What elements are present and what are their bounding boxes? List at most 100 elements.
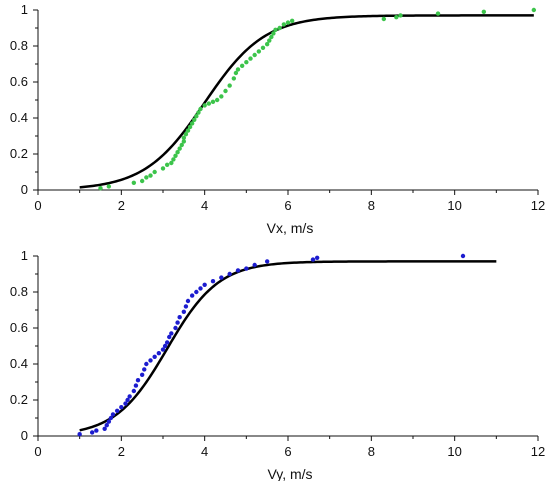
data-point: [119, 405, 124, 410]
data-point: [123, 401, 128, 406]
data-point: [108, 415, 114, 421]
data-point: [256, 49, 262, 54]
data-point: [152, 169, 157, 175]
data-point: [273, 27, 278, 32]
x-tick-label: 0: [34, 444, 41, 459]
data-point: [164, 162, 170, 167]
data-point: [244, 266, 249, 271]
x-axis-label: Vx, m/s: [267, 220, 314, 236]
data-point: [264, 259, 270, 264]
x-tick-label: 6: [284, 198, 291, 213]
data-point: [148, 358, 153, 363]
y-tick-label: 0.2: [10, 392, 28, 407]
x-tick-label: 4: [201, 444, 208, 459]
data-point: [148, 173, 153, 178]
data-point: [142, 367, 147, 372]
data-point: [127, 394, 132, 399]
data-point: [177, 315, 182, 320]
data-point: [214, 97, 220, 103]
data-point: [169, 331, 174, 336]
y-tick-label: 0.6: [10, 74, 28, 89]
data-point: [481, 9, 487, 14]
data-point: [183, 132, 189, 137]
data-point: [194, 289, 199, 295]
data-point: [102, 426, 107, 431]
y-tick-label: 0: [21, 428, 28, 443]
data-point: [133, 383, 139, 388]
data-point: [164, 340, 170, 345]
x-axis-label: Vy, m/s: [267, 466, 312, 481]
x-tick-label: 12: [531, 444, 545, 459]
data-point: [460, 253, 466, 259]
data-point: [160, 347, 166, 352]
data-point: [177, 146, 182, 151]
data-point: [139, 372, 145, 377]
data-point: [189, 293, 195, 298]
data-point: [125, 397, 130, 403]
data-point: [179, 142, 184, 148]
data-point: [531, 7, 537, 13]
data-point: [156, 351, 162, 356]
chart-vx-panel: 0 2 4 6 8 10 12 0 0.2 0.4 0.6 0.8 1 Vx, m/s: [10, 2, 545, 236]
data-point: [185, 298, 191, 304]
x-tick-label: 8: [368, 198, 375, 213]
data-point: [144, 361, 149, 367]
y-tick-label: 0: [21, 182, 28, 197]
data-point: [110, 412, 116, 417]
data-point: [264, 42, 270, 47]
data-point: [104, 423, 109, 428]
data-point: [227, 271, 232, 277]
y-tick-label: 0.8: [10, 284, 28, 299]
data-point: [381, 16, 387, 22]
data-point: [89, 430, 95, 435]
data-point: [233, 70, 239, 76]
data-point: [235, 67, 241, 72]
y-tick-label: 0.4: [10, 356, 28, 371]
data-point: [239, 63, 245, 68]
data-point: [227, 83, 232, 88]
x-tick-label: 6: [284, 444, 291, 459]
data-point: [152, 354, 157, 359]
data-point: [194, 114, 199, 119]
y-tick-label: 1: [21, 2, 28, 17]
data-point: [175, 150, 180, 155]
data-point: [269, 34, 274, 40]
data-point: [139, 178, 145, 184]
x-tick-label: 8: [368, 444, 375, 459]
data-point: [210, 99, 216, 105]
y-tick-label: 0.8: [10, 38, 28, 53]
data-point: [210, 279, 216, 284]
x-tick-label: 10: [447, 444, 461, 459]
data-point: [144, 175, 149, 180]
data-point: [398, 13, 403, 18]
y-tick-label: 0.4: [10, 110, 28, 125]
x-tick-label: 10: [447, 198, 461, 213]
data-point: [310, 257, 316, 262]
data-point: [162, 343, 168, 349]
data-point: [167, 334, 172, 340]
data-point: [131, 180, 137, 185]
data-point: [98, 186, 103, 191]
data-point: [252, 52, 257, 58]
data-point: [202, 103, 207, 108]
data-point: [202, 282, 207, 287]
data-point: [181, 139, 187, 144]
data-point: [271, 31, 276, 36]
data-point: [281, 22, 287, 27]
data-point: [235, 268, 241, 273]
data-point: [106, 419, 112, 424]
x-tick-label: 4: [201, 198, 208, 213]
fit-curve: [79, 14, 534, 189]
y-tick-label: 0.2: [10, 146, 28, 161]
data-point: [285, 20, 291, 25]
data-point: [248, 56, 253, 61]
chart-vy-panel: 0 2 4 6 8 10 12 0 0.2 0.4 0.6 0.8 1 Vy, m/s: [10, 248, 545, 481]
data-point: [223, 88, 228, 94]
data-point: [435, 11, 441, 16]
x-tick-label: 12: [531, 198, 545, 213]
data-point: [185, 128, 191, 133]
data-point: [244, 60, 249, 65]
data-point: [77, 432, 82, 437]
data-point: [277, 25, 282, 31]
data-point: [196, 110, 201, 115]
